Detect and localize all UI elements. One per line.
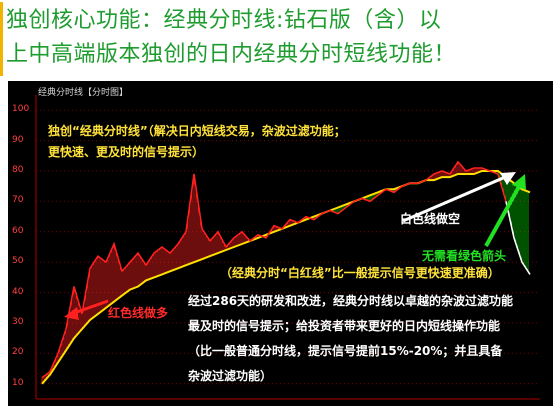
top-annotation-line-2: 更快速、更及时的信号提示） — [48, 145, 205, 159]
y-tick-label: 100 — [12, 104, 30, 115]
bottom-annotation-line-1: 经过286天的研发和改进，经典分时线以卓越的杂波过滤功能 — [188, 294, 514, 308]
price-line-white — [505, 201, 531, 275]
y-tick-label: 20 — [12, 347, 24, 358]
timeshare-chart: 经典分时线【分时图】 100 90 80 70 60 50 40 30 20 10 独创“经典分时… — [8, 81, 553, 406]
headline-banner: 独创核心功能：经典分时线:钻石版（含）以 上中高端版本独创的日内经典分时短线功能… — [0, 0, 553, 78]
red-arrow-head — [64, 307, 79, 320]
y-tick-label: 80 — [12, 165, 24, 175]
y-tick-label: 30 — [12, 317, 24, 327]
white-arrow-shaft — [402, 173, 511, 223]
y-tick-label: 60 — [12, 225, 24, 236]
top-annotation-line-1: 独创“经典分时线”（解决日内短线交易，杂波过滤功能； — [48, 124, 346, 138]
chart-title: 经典分时线【分时图】 — [38, 88, 129, 98]
chart-plot — [35, 95, 540, 400]
y-tick-label: 10 — [12, 377, 24, 388]
green-arrow-head — [512, 174, 526, 190]
white-line-note: （经典分时“白红线”比一般提示信号更快速更准确） — [220, 266, 500, 280]
red-line-label: 红色线做多 — [108, 306, 169, 320]
bottom-annotation-line-3: （比一般普通分时线，提示信号提前15%-20%；并且具备 — [188, 344, 503, 358]
bottom-annotation-line-2: 最及时的信号提示；给投资者带来更好的日内短线操作功能 — [188, 319, 501, 333]
headline-line-2: 上中高端版本独创的日内经典分时短线功能！ — [6, 42, 457, 67]
y-tick-label: 50 — [12, 256, 24, 267]
green-arrow-label: 无需看绿色箭头 — [422, 249, 507, 263]
white-arrow-head — [500, 172, 516, 185]
green-arrow-shaft — [484, 182, 523, 247]
y-tick-label: 90 — [12, 134, 24, 145]
red-arrow-shaft — [73, 299, 109, 315]
average-line — [41, 170, 531, 385]
headline-accent-bar — [0, 2, 3, 76]
headline-line-1: 独创核心功能：经典分时线:钻石版（含）以 — [6, 8, 442, 33]
y-tick-label: 70 — [12, 195, 24, 206]
y-tick-label: 40 — [12, 286, 24, 297]
bottom-annotation-line-4: 杂波过滤功能） — [188, 369, 273, 383]
price-line-red — [41, 160, 507, 379]
white-line-label: 白色线做空 — [400, 212, 461, 226]
